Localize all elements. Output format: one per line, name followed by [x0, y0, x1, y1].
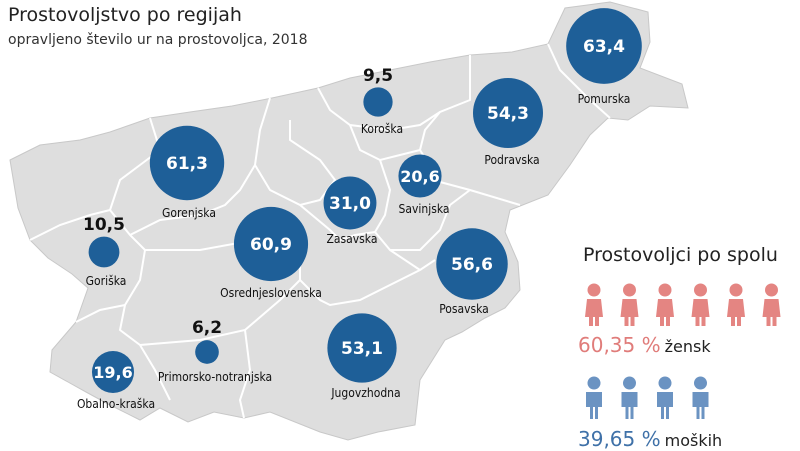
bubble-goriška [88, 236, 120, 268]
value-label-zasavska: 31,0 [329, 194, 371, 214]
region-name-pomurska: Pomurska [578, 92, 631, 106]
region-name-zasavska: Zasavska [327, 232, 378, 246]
value-label-pomurska: 63,4 [583, 37, 625, 57]
bubble-pomurska [566, 8, 642, 84]
value-label-koroška: 9,5 [363, 66, 393, 86]
region-name-koroška: Koroška [361, 122, 403, 136]
female-percentage: 60,35 % [578, 333, 661, 357]
female-person-icon [727, 283, 745, 326]
female-person-icon [585, 283, 603, 326]
male-word: moških [664, 431, 723, 450]
bubble-koroška [363, 87, 393, 117]
bubble-savinjska [398, 154, 442, 198]
value-label-primorsko-notranjska: 6,2 [192, 318, 222, 338]
region-name-jugovzhodna: Jugovzhodna [330, 386, 400, 400]
male-percentage: 39,65 % [578, 427, 661, 451]
value-label-goriška: 10,5 [83, 215, 125, 235]
value-label-gorenjska: 61,3 [166, 154, 208, 174]
female-person-icon [620, 283, 639, 326]
map-title: Prostovoljstvo po regijah [8, 4, 242, 26]
region-name-posavska: Posavska [439, 302, 489, 316]
bubble-posavska [436, 228, 508, 300]
bubble-zasavska [323, 176, 377, 230]
region-borders [29, 43, 611, 419]
region-name-gorenjska: Gorenjska [162, 206, 216, 220]
region-name-podravska: Podravska [484, 153, 539, 167]
bubble-gorenjska [149, 125, 225, 201]
male-icon-row [586, 376, 709, 419]
female-stat: 60,35 % žensk [578, 333, 711, 357]
region-name-savinjska: Savinjska [399, 202, 450, 216]
bubble-primorsko-notranjska [195, 340, 219, 364]
map-subtitle: opravljeno število ur na prostovoljca, 2… [8, 32, 308, 48]
region-name-osrednjeslovenska: Osrednjeslovenska [220, 286, 322, 300]
gender-title: Prostovoljci po spolu [583, 244, 778, 266]
region-name-goriška: Goriška [86, 274, 127, 288]
bubble-jugovzhodna [327, 313, 397, 383]
value-label-osrednjeslovenska: 60,9 [250, 235, 292, 255]
male-stat: 39,65 % moških [578, 427, 722, 451]
bubble-podravska [472, 77, 544, 149]
male-person-icon [657, 376, 673, 419]
region-bubbles: 63,4 Pomurska 54,3 Podravska 9,5 Koroška 20,6 S… [77, 8, 642, 411]
value-label-jugovzhodna: 53,1 [341, 339, 383, 359]
value-label-posavska: 56,6 [451, 255, 493, 275]
bubble-obalno-kraška [91, 350, 135, 394]
value-label-obalno-kraška: 19,6 [93, 363, 132, 382]
bubble-osrednjeslovenska [233, 206, 309, 282]
female-person-icon [762, 283, 781, 326]
female-icon-row [585, 283, 781, 326]
male-person-icon [621, 376, 638, 419]
male-person-icon [586, 376, 602, 419]
value-label-savinjska: 20,6 [400, 167, 439, 186]
region-name-primorsko-notranjska: Primorsko-notranjska [158, 370, 272, 384]
female-word: žensk [664, 337, 711, 356]
region-name-obalno-kraška: Obalno-kraška [77, 397, 155, 411]
female-person-icon [691, 283, 710, 326]
female-person-icon [656, 283, 674, 326]
value-label-podravska: 54,3 [487, 104, 529, 124]
male-person-icon [692, 376, 709, 419]
